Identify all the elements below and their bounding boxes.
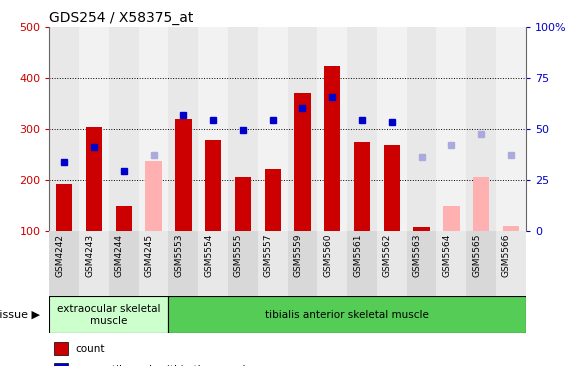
Text: GSM5560: GSM5560 [323, 234, 332, 277]
Text: GSM5555: GSM5555 [234, 234, 243, 277]
Bar [264, 169, 281, 231]
Bar [86, 127, 102, 231]
Bar [168, 27, 198, 231]
Text: GSM5565: GSM5565 [472, 234, 481, 277]
Text: GSM4243: GSM4243 [85, 234, 94, 277]
Text: GSM5553: GSM5553 [174, 234, 184, 277]
Bar [258, 27, 288, 231]
Bar [198, 27, 228, 231]
Bar [116, 206, 132, 231]
Text: tissue ▶: tissue ▶ [0, 310, 40, 320]
Bar [168, 296, 526, 333]
Text: GSM5554: GSM5554 [204, 234, 213, 277]
Bar [496, 27, 526, 231]
Bar [175, 119, 192, 231]
Text: GSM5561: GSM5561 [353, 234, 362, 277]
Bar [109, 231, 139, 296]
Text: GSM5559: GSM5559 [293, 234, 303, 277]
Bar [56, 184, 73, 231]
Bar [473, 177, 489, 231]
Text: GSM4242: GSM4242 [55, 234, 64, 277]
Bar [295, 93, 311, 231]
Bar [383, 145, 400, 231]
Bar [228, 27, 258, 231]
Bar [205, 140, 221, 231]
Bar [288, 231, 317, 296]
Bar [347, 27, 377, 231]
Text: GSM4245: GSM4245 [145, 234, 153, 277]
Text: count: count [76, 344, 105, 354]
Text: tibialis anterior skeletal muscle: tibialis anterior skeletal muscle [265, 310, 429, 320]
Bar [109, 27, 139, 231]
Bar [436, 231, 467, 296]
Bar [139, 231, 168, 296]
Bar [235, 177, 251, 231]
Bar [407, 231, 436, 296]
Bar [317, 231, 347, 296]
Text: GDS254 / X58375_at: GDS254 / X58375_at [49, 11, 193, 25]
Bar [467, 231, 496, 296]
Bar [443, 206, 460, 231]
Text: GSM5562: GSM5562 [383, 234, 392, 277]
Bar [49, 231, 79, 296]
Bar [198, 231, 228, 296]
Text: GSM4244: GSM4244 [115, 234, 124, 277]
Bar [54, 342, 69, 355]
Text: percentile rank within the sample: percentile rank within the sample [76, 365, 252, 366]
Bar [317, 27, 347, 231]
Bar [168, 231, 198, 296]
Bar [49, 27, 79, 231]
Bar [377, 27, 407, 231]
Bar [145, 161, 162, 231]
Bar [467, 27, 496, 231]
Text: GSM5566: GSM5566 [502, 234, 511, 277]
Bar [49, 296, 168, 333]
Bar [377, 231, 407, 296]
Bar [436, 27, 467, 231]
Bar [347, 231, 377, 296]
Text: GSM5557: GSM5557 [264, 234, 272, 277]
Bar [258, 231, 288, 296]
Bar [79, 27, 109, 231]
Bar [407, 27, 436, 231]
Bar [354, 142, 370, 231]
Bar [414, 227, 430, 231]
Bar [324, 66, 340, 231]
Bar [139, 27, 168, 231]
Bar [54, 363, 69, 366]
Bar [496, 231, 526, 296]
Bar [288, 27, 317, 231]
Text: GSM5564: GSM5564 [442, 234, 451, 277]
Text: extraocular skeletal
muscle: extraocular skeletal muscle [57, 304, 161, 326]
Bar [79, 231, 109, 296]
Text: GSM5563: GSM5563 [413, 234, 422, 277]
Bar [228, 231, 258, 296]
Bar [503, 225, 519, 231]
